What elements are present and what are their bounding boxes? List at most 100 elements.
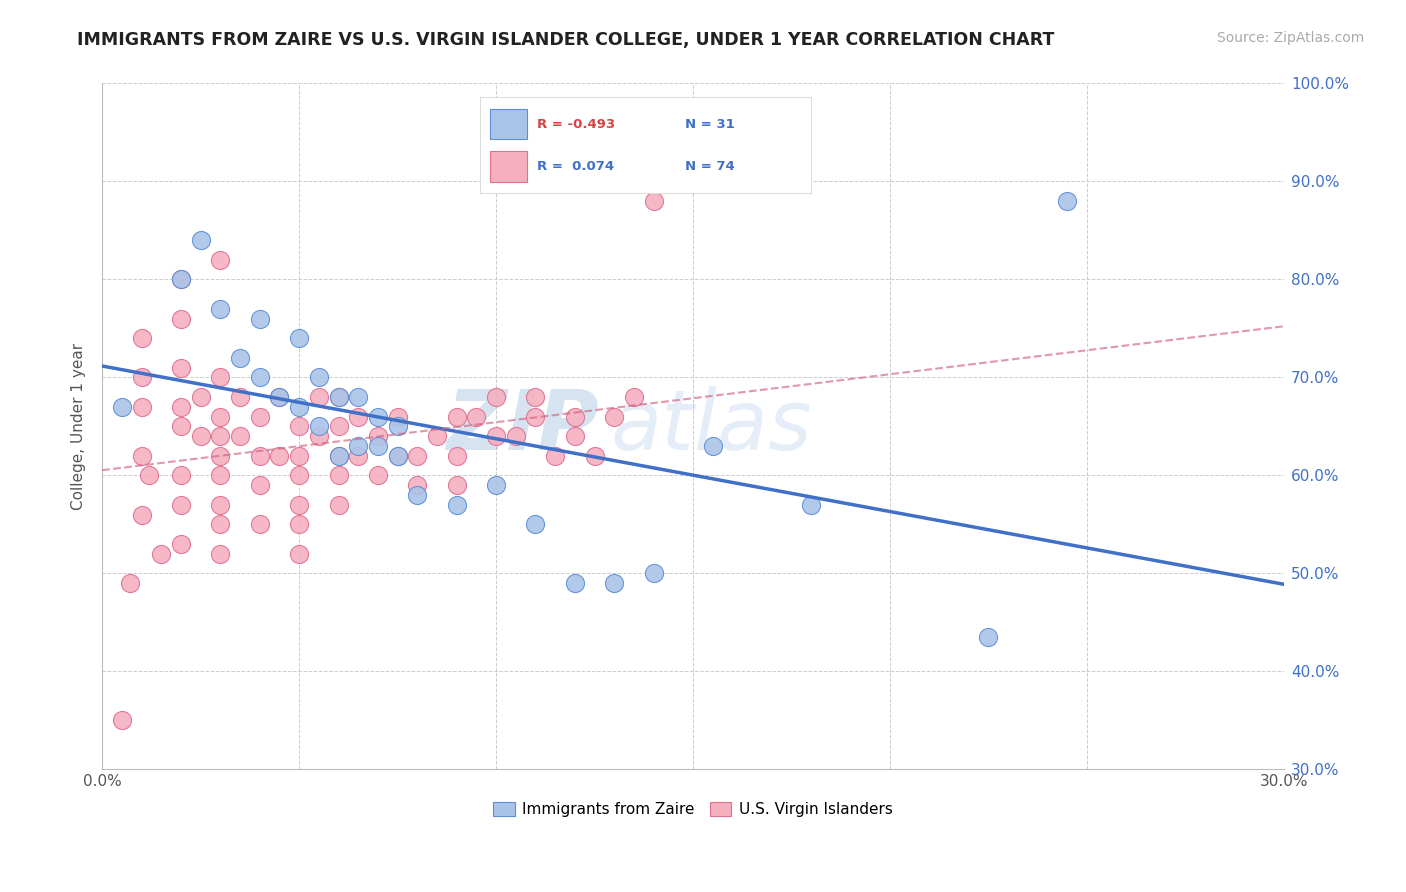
Point bbox=[209, 468, 232, 483]
Point bbox=[446, 498, 468, 512]
Point bbox=[249, 478, 271, 492]
Point bbox=[288, 517, 311, 532]
Point bbox=[170, 498, 193, 512]
Point bbox=[249, 409, 271, 424]
Point bbox=[131, 508, 153, 522]
Point bbox=[446, 449, 468, 463]
Point bbox=[170, 311, 193, 326]
Point bbox=[190, 390, 212, 404]
Point bbox=[564, 576, 586, 591]
Point bbox=[505, 429, 527, 443]
Point bbox=[288, 498, 311, 512]
Point bbox=[347, 390, 370, 404]
Point bbox=[150, 547, 173, 561]
Point bbox=[131, 331, 153, 345]
Point bbox=[583, 449, 606, 463]
Text: IMMIGRANTS FROM ZAIRE VS U.S. VIRGIN ISLANDER COLLEGE, UNDER 1 YEAR CORRELATION : IMMIGRANTS FROM ZAIRE VS U.S. VIRGIN ISL… bbox=[77, 31, 1054, 49]
Point bbox=[623, 390, 645, 404]
Point bbox=[249, 449, 271, 463]
Point bbox=[288, 468, 311, 483]
Point bbox=[170, 537, 193, 551]
Point bbox=[229, 390, 252, 404]
Point bbox=[465, 409, 488, 424]
Point bbox=[328, 419, 350, 434]
Point bbox=[347, 409, 370, 424]
Point bbox=[347, 449, 370, 463]
Point bbox=[249, 370, 271, 384]
Point bbox=[367, 409, 389, 424]
Point bbox=[170, 360, 193, 375]
Point bbox=[485, 478, 508, 492]
Text: ZIP: ZIP bbox=[446, 386, 599, 467]
Point bbox=[308, 370, 330, 384]
Point bbox=[308, 429, 330, 443]
Point bbox=[229, 351, 252, 365]
Point bbox=[209, 370, 232, 384]
Point bbox=[446, 478, 468, 492]
Point bbox=[603, 409, 626, 424]
Point bbox=[977, 630, 1000, 644]
Point bbox=[138, 468, 160, 483]
Point bbox=[288, 400, 311, 414]
Point bbox=[328, 449, 350, 463]
Point bbox=[544, 449, 567, 463]
Point bbox=[269, 390, 291, 404]
Point bbox=[800, 498, 823, 512]
Point bbox=[288, 449, 311, 463]
Point bbox=[190, 233, 212, 247]
Point bbox=[308, 390, 330, 404]
Point bbox=[209, 547, 232, 561]
Point bbox=[328, 468, 350, 483]
Point bbox=[328, 390, 350, 404]
Point bbox=[209, 517, 232, 532]
Point bbox=[170, 468, 193, 483]
Y-axis label: College, Under 1 year: College, Under 1 year bbox=[72, 343, 86, 510]
Point bbox=[209, 429, 232, 443]
Point bbox=[190, 429, 212, 443]
Legend: Immigrants from Zaire, U.S. Virgin Islanders: Immigrants from Zaire, U.S. Virgin Islan… bbox=[486, 796, 898, 823]
Text: Source: ZipAtlas.com: Source: ZipAtlas.com bbox=[1216, 31, 1364, 45]
Point bbox=[387, 409, 409, 424]
Point bbox=[131, 400, 153, 414]
Point bbox=[387, 449, 409, 463]
Point bbox=[229, 429, 252, 443]
Point bbox=[170, 400, 193, 414]
Point bbox=[406, 488, 429, 502]
Point bbox=[111, 714, 134, 728]
Point bbox=[308, 419, 330, 434]
Point bbox=[524, 409, 547, 424]
Point bbox=[111, 400, 134, 414]
Point bbox=[446, 409, 468, 424]
Point bbox=[603, 576, 626, 591]
Point bbox=[328, 449, 350, 463]
Point bbox=[118, 576, 141, 591]
Point bbox=[288, 419, 311, 434]
Point bbox=[426, 429, 449, 443]
Point bbox=[328, 390, 350, 404]
Point bbox=[643, 194, 665, 208]
Point bbox=[288, 547, 311, 561]
Point bbox=[209, 449, 232, 463]
Text: atlas: atlas bbox=[610, 386, 811, 467]
Point bbox=[249, 311, 271, 326]
Point bbox=[367, 468, 389, 483]
Point bbox=[269, 390, 291, 404]
Point bbox=[367, 439, 389, 453]
Point bbox=[406, 478, 429, 492]
Point bbox=[170, 272, 193, 286]
Point bbox=[209, 498, 232, 512]
Point bbox=[209, 301, 232, 316]
Point bbox=[209, 252, 232, 267]
Point bbox=[564, 429, 586, 443]
Point bbox=[170, 272, 193, 286]
Point bbox=[347, 439, 370, 453]
Point bbox=[524, 517, 547, 532]
Point bbox=[564, 409, 586, 424]
Point bbox=[485, 429, 508, 443]
Point bbox=[209, 409, 232, 424]
Point bbox=[406, 449, 429, 463]
Point bbox=[170, 419, 193, 434]
Point bbox=[643, 566, 665, 581]
Point bbox=[485, 390, 508, 404]
Point bbox=[288, 331, 311, 345]
